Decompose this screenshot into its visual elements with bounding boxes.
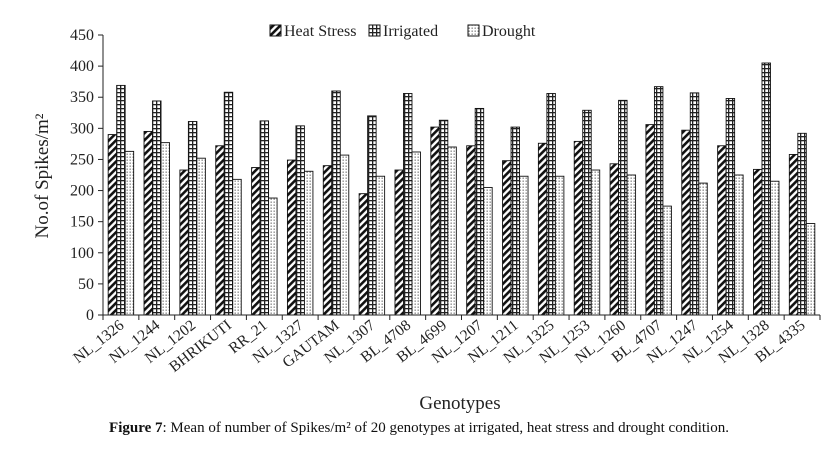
y-axis-label: No.of Spikes/m²: [32, 113, 53, 238]
bar-drought: [124, 150, 135, 316]
bar-heat-stress: [537, 142, 548, 316]
bar-drought: [339, 154, 350, 316]
y-tick-label: 150: [70, 214, 94, 231]
bar-irrigated: [187, 121, 198, 316]
bar-heat-stress: [394, 169, 404, 316]
bar-irrigated: [295, 125, 305, 316]
bar-irrigated: [689, 92, 700, 316]
bar-drought: [375, 175, 386, 316]
bar-heat-stress: [573, 140, 584, 316]
y-tick-label: 50: [78, 276, 94, 293]
bars: [107, 62, 816, 316]
bar-drought: [626, 174, 637, 316]
bar-drought: [770, 180, 780, 316]
bar-drought: [554, 175, 565, 316]
bar-irrigated: [367, 115, 377, 316]
bar-heat-stress: [143, 130, 153, 316]
axes: [102, 35, 821, 320]
bar-irrigated: [259, 120, 270, 316]
bar-irrigated: [152, 100, 162, 316]
bar-drought: [303, 170, 314, 316]
bar-drought: [519, 175, 529, 316]
bar-heat-stress: [502, 160, 512, 316]
bar-irrigated: [653, 86, 664, 316]
bar-drought: [160, 142, 170, 316]
bar-drought: [734, 174, 744, 316]
legend-label-drought: Drought: [482, 23, 536, 40]
y-tick-label: 350: [70, 89, 94, 106]
legend-label-irrigated: Irrigated: [383, 23, 438, 40]
bar-drought: [196, 157, 206, 316]
bar-drought: [483, 186, 493, 316]
y-tick-label: 300: [70, 120, 94, 137]
y-tick-label: 450: [70, 27, 94, 44]
y-tick-label: 0: [86, 307, 94, 324]
bar-irrigated: [474, 107, 485, 316]
legend-label-heat-stress: Heat Stress: [284, 23, 356, 40]
bar-heat-stress: [717, 145, 727, 316]
bar-irrigated: [797, 132, 807, 316]
bar-drought: [447, 146, 457, 316]
bar-drought: [590, 169, 601, 316]
bar-irrigated: [223, 91, 234, 316]
bar-heat-stress: [753, 168, 763, 316]
bar-irrigated: [761, 62, 771, 316]
bar-irrigated: [438, 119, 449, 316]
bar-irrigated: [546, 93, 556, 316]
bar-heat-stress: [609, 163, 620, 316]
bar-drought: [232, 178, 242, 316]
bar-drought: [698, 182, 708, 316]
figure-caption: Figure 7: Mean of number of Spikes/m² of…: [0, 420, 838, 437]
bar-irrigated: [403, 93, 413, 316]
bar-heat-stress: [179, 169, 189, 316]
bar-heat-stress: [358, 193, 369, 316]
legend-swatch-drought: [467, 24, 480, 37]
bar-heat-stress: [430, 126, 440, 316]
bar-heat-stress: [251, 167, 261, 316]
x-axis-tick-labels: NL_1326NL_1244NL_1202BHRIKUTIRR_21NL_132…: [70, 317, 809, 376]
y-tick-label: 400: [70, 58, 94, 75]
y-tick-label: 100: [70, 245, 94, 262]
bar-heat-stress: [645, 124, 655, 316]
bar-drought: [805, 223, 816, 316]
figure-label: Figure 7: [109, 420, 163, 436]
bar-irrigated: [582, 109, 592, 316]
y-axis-ticks: 0 50 100 150 200 250 300 350 400 450: [70, 27, 103, 324]
bar-irrigated: [116, 84, 126, 316]
figure-caption-text: : Mean of number of Spikes/m² of 20 geno…: [162, 420, 729, 436]
bar-irrigated: [331, 90, 341, 316]
bar-drought: [268, 197, 278, 316]
bar-heat-stress: [215, 145, 225, 316]
legend: Heat Stress Irrigated Drought: [269, 23, 536, 40]
bar-irrigated: [510, 126, 520, 316]
bar-irrigated: [618, 99, 628, 316]
bar-heat-stress: [322, 165, 333, 316]
chart: 0 50 100 150 200 250 300 350 400 450 NL_1326NL_12…: [32, 23, 821, 414]
bar-heat-stress: [107, 134, 118, 316]
bar-heat-stress: [466, 145, 476, 316]
bar-heat-stress: [788, 154, 799, 316]
y-tick-label: 250: [70, 151, 94, 168]
legend-swatch-heat-stress: [269, 24, 282, 37]
bar-heat-stress: [681, 129, 691, 316]
y-tick-label: 200: [70, 183, 94, 200]
bar-drought: [662, 205, 672, 316]
bar-irrigated: [725, 98, 736, 316]
legend-swatch-irrigated: [368, 24, 381, 37]
bar-heat-stress: [286, 159, 297, 316]
bar-drought: [411, 151, 421, 316]
x-axis-label: Genotypes: [419, 393, 500, 414]
